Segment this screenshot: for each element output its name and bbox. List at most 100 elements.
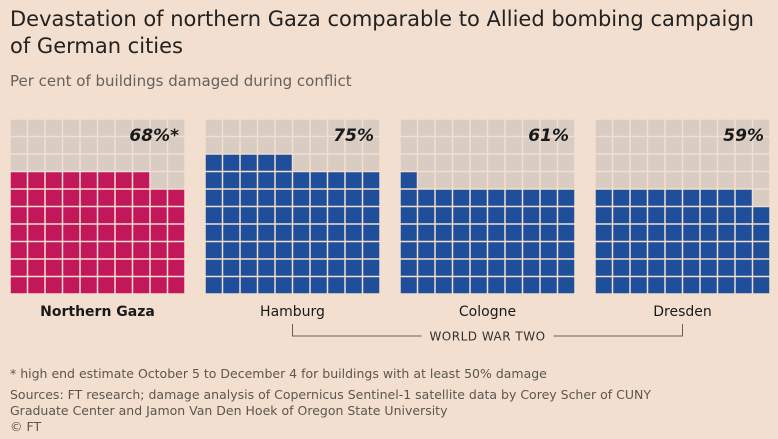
waffle-cell-filled bbox=[363, 207, 380, 224]
waffle-cell-filled bbox=[613, 189, 630, 206]
waffle-cell-filled bbox=[753, 242, 770, 259]
waffle-cell-filled bbox=[363, 189, 380, 206]
waffle-cell-empty bbox=[735, 137, 752, 154]
waffle-cell-filled bbox=[28, 242, 45, 259]
waffle-cell-filled bbox=[115, 172, 132, 189]
waffle-cell-empty bbox=[753, 137, 770, 154]
waffle-cell-filled bbox=[328, 172, 345, 189]
waffle-cell-filled bbox=[205, 172, 222, 189]
waffle-cell-empty bbox=[168, 172, 185, 189]
waffle-cell-empty bbox=[345, 119, 362, 136]
group-bracket-line bbox=[292, 324, 683, 337]
waffle-cell-filled bbox=[523, 189, 540, 206]
waffle-cell-filled bbox=[293, 242, 310, 259]
waffle-cell-filled bbox=[168, 224, 185, 241]
waffle-cell-filled bbox=[595, 224, 612, 241]
waffle-cell-filled bbox=[453, 242, 470, 259]
sources: Sources: FT research; damage analysis of… bbox=[10, 387, 652, 418]
value-label-hamburg: 75% bbox=[333, 126, 374, 146]
waffle-cell-empty bbox=[63, 154, 80, 171]
waffle-cell-filled bbox=[133, 224, 150, 241]
waffle-cell-empty bbox=[630, 154, 647, 171]
waffle-cell-filled bbox=[648, 277, 665, 294]
waffle-cell-filled bbox=[735, 189, 752, 206]
waffle-cell-filled bbox=[453, 277, 470, 294]
waffle-cell-empty bbox=[258, 119, 275, 136]
footnote: * high end estimate October 5 to Decembe… bbox=[10, 366, 547, 381]
waffle-cell-filled bbox=[613, 224, 630, 241]
waffle-cell-empty bbox=[258, 137, 275, 154]
waffle-cell-empty bbox=[363, 119, 380, 136]
waffle-cell-filled bbox=[595, 189, 612, 206]
waffle-cell-filled bbox=[168, 259, 185, 276]
waffle-cell-filled bbox=[275, 207, 292, 224]
waffle-cell-filled bbox=[505, 207, 522, 224]
waffle-cell-filled bbox=[470, 224, 487, 241]
waffle-cell-filled bbox=[258, 259, 275, 276]
waffle-cell-filled bbox=[435, 259, 452, 276]
waffle-cell-filled bbox=[133, 172, 150, 189]
waffle-cell-filled bbox=[345, 277, 362, 294]
waffle-cell-filled bbox=[240, 259, 257, 276]
waffle-cell-filled bbox=[168, 242, 185, 259]
waffle-cell-filled bbox=[595, 242, 612, 259]
waffle-cell-filled bbox=[240, 154, 257, 171]
waffle-cell-empty bbox=[205, 119, 222, 136]
waffle-cell-filled bbox=[453, 189, 470, 206]
waffle-cell-empty bbox=[630, 137, 647, 154]
waffle-cell-filled bbox=[648, 242, 665, 259]
waffle-cell-filled bbox=[293, 172, 310, 189]
waffle-cell-empty bbox=[505, 154, 522, 171]
waffle-cell-filled bbox=[505, 277, 522, 294]
waffle-cell-filled bbox=[613, 242, 630, 259]
waffle-cell-filled bbox=[10, 172, 27, 189]
waffle-cell-empty bbox=[453, 172, 470, 189]
waffle-cell-empty bbox=[45, 119, 62, 136]
waffle-cell-filled bbox=[63, 224, 80, 241]
waffle-cell-filled bbox=[345, 242, 362, 259]
waffle-cell-filled bbox=[418, 259, 435, 276]
waffle-cell-filled bbox=[45, 242, 62, 259]
waffle-cell-filled bbox=[665, 207, 682, 224]
waffle-cell-filled bbox=[470, 277, 487, 294]
waffle-cell-filled bbox=[400, 277, 417, 294]
waffle-cell-empty bbox=[488, 137, 505, 154]
waffle-cell-empty bbox=[435, 154, 452, 171]
waffle-cell-empty bbox=[718, 154, 735, 171]
waffle-cell-empty bbox=[523, 119, 540, 136]
waffle-cell-filled bbox=[10, 277, 27, 294]
waffle-cell-empty bbox=[595, 119, 612, 136]
waffle-cell-filled bbox=[28, 172, 45, 189]
waffle-cell-filled bbox=[205, 259, 222, 276]
waffle-cell-filled bbox=[505, 224, 522, 241]
waffle-cell-filled bbox=[505, 242, 522, 259]
waffle-cell-empty bbox=[453, 154, 470, 171]
waffle-cell-empty bbox=[328, 154, 345, 171]
waffle-cell-empty bbox=[435, 137, 452, 154]
waffle-cell-filled bbox=[223, 154, 240, 171]
waffle-cell-filled bbox=[683, 259, 700, 276]
waffle-cell-filled bbox=[258, 154, 275, 171]
waffle-cell-filled bbox=[63, 207, 80, 224]
waffle-cell-empty bbox=[718, 137, 735, 154]
waffle-cell-filled bbox=[400, 259, 417, 276]
waffle-cell-filled bbox=[630, 242, 647, 259]
waffle-cell-filled bbox=[363, 224, 380, 241]
waffle-cell-filled bbox=[718, 277, 735, 294]
waffle-cell-empty bbox=[418, 137, 435, 154]
waffle-cell-empty bbox=[223, 119, 240, 136]
waffle-cell-empty bbox=[540, 137, 557, 154]
waffle-cell-empty bbox=[683, 154, 700, 171]
waffle-cell-empty bbox=[98, 119, 115, 136]
waffle-cell-filled bbox=[540, 224, 557, 241]
waffle-cell-filled bbox=[345, 189, 362, 206]
waffle-cell-filled bbox=[328, 224, 345, 241]
waffle-cell-filled bbox=[595, 277, 612, 294]
waffle-cell-empty bbox=[613, 137, 630, 154]
waffle-cell-filled bbox=[648, 207, 665, 224]
panel-label-cologne: Cologne bbox=[459, 304, 516, 320]
waffle-cell-empty bbox=[558, 154, 575, 171]
waffle-cell-empty bbox=[28, 137, 45, 154]
waffle-cell-empty bbox=[630, 119, 647, 136]
waffle-cell-filled bbox=[418, 224, 435, 241]
